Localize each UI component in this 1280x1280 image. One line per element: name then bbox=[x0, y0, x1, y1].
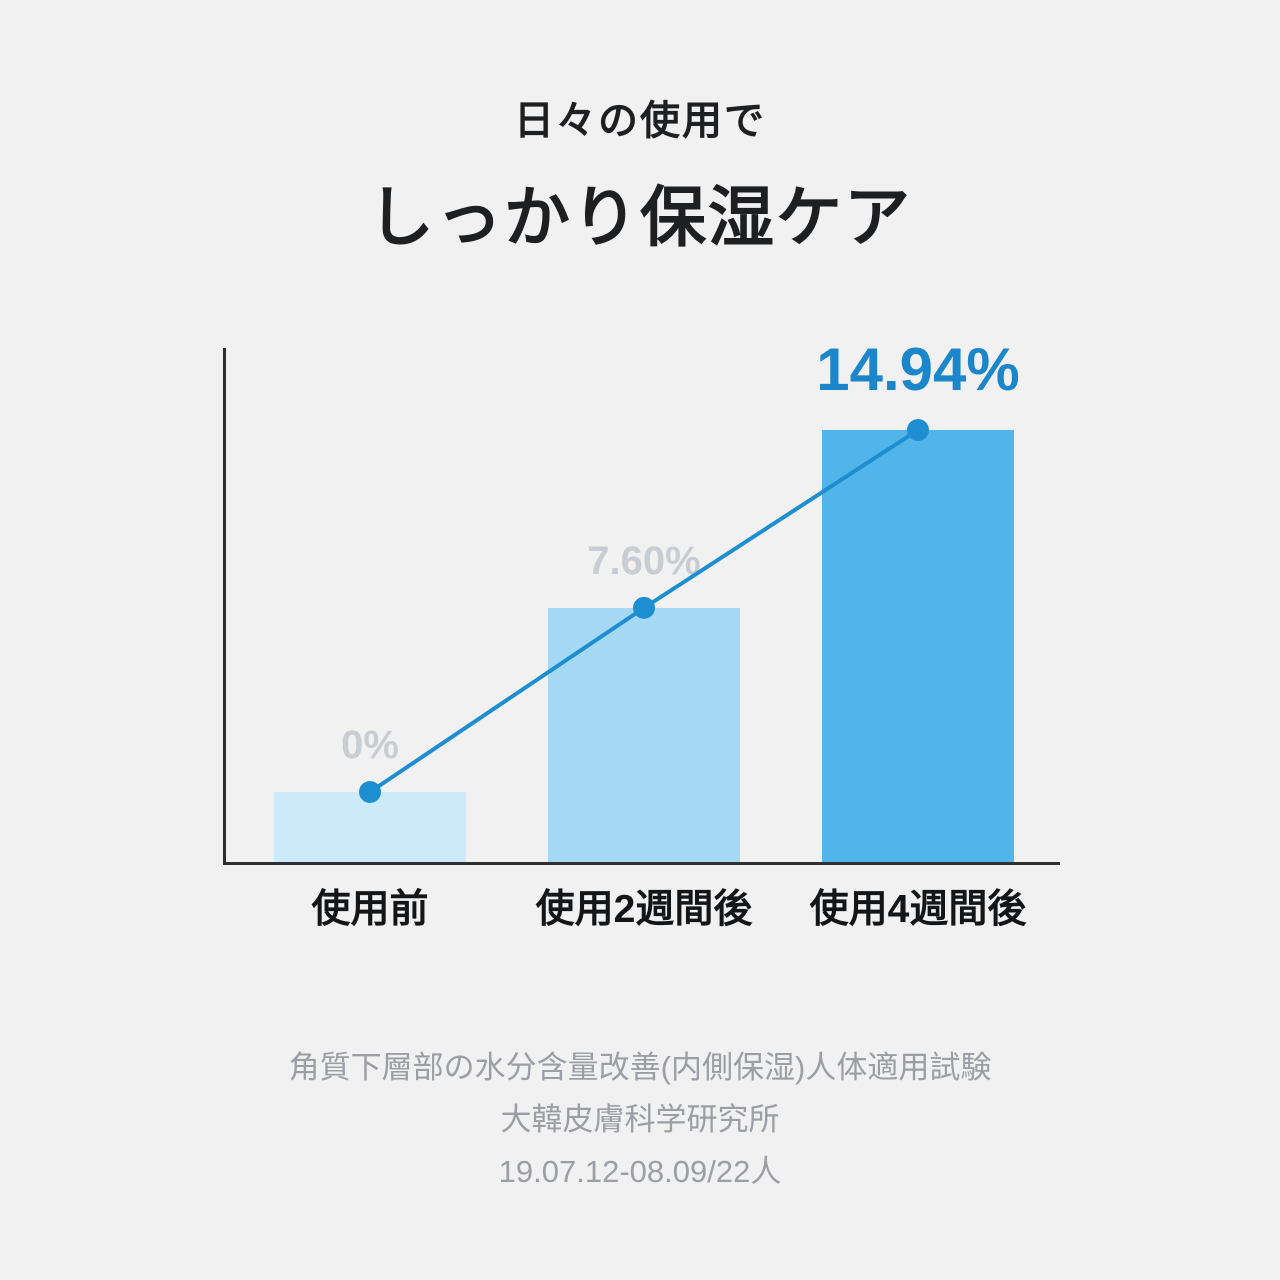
bar-使用4週間後 bbox=[822, 430, 1014, 862]
page-title: しっかり保湿ケア bbox=[368, 180, 912, 254]
value-label-使用4週間後: 14.94% bbox=[816, 336, 1020, 403]
footnote-line1: 角質下層部の水分含量改善(内側保湿)人体適用試験 bbox=[288, 1050, 992, 1085]
moisture-bar-chart: 0% 使用前 7.60% 使用2週間後 14.94% 使用4週間後 bbox=[223, 336, 1060, 931]
value-label-使用2週間後: 7.60% bbox=[587, 538, 701, 583]
footnote-line3: 19.07.12-08.09/22人 bbox=[498, 1154, 782, 1189]
footnote-line2: 大韓皮膚科学研究所 bbox=[500, 1102, 780, 1137]
x-axis-label-使用2週間後: 使用2週間後 bbox=[535, 888, 753, 931]
x-axis-label-使用4週間後: 使用4週間後 bbox=[809, 888, 1027, 931]
value-label-使用前: 0% bbox=[341, 723, 399, 767]
bar-使用2週間後 bbox=[548, 607, 740, 862]
title-subline: 日々の使用で bbox=[514, 99, 766, 143]
bar-使用前 bbox=[274, 792, 466, 862]
title-block: 日々の使用で しっかり保湿ケア bbox=[0, 88, 1280, 260]
x-axis-label-使用前: 使用前 bbox=[311, 888, 429, 931]
footnote: 角質下層部の水分含量改善(内側保湿)人体適用試験 大韓皮膚科学研究所 19.07… bbox=[0, 1042, 1280, 1198]
